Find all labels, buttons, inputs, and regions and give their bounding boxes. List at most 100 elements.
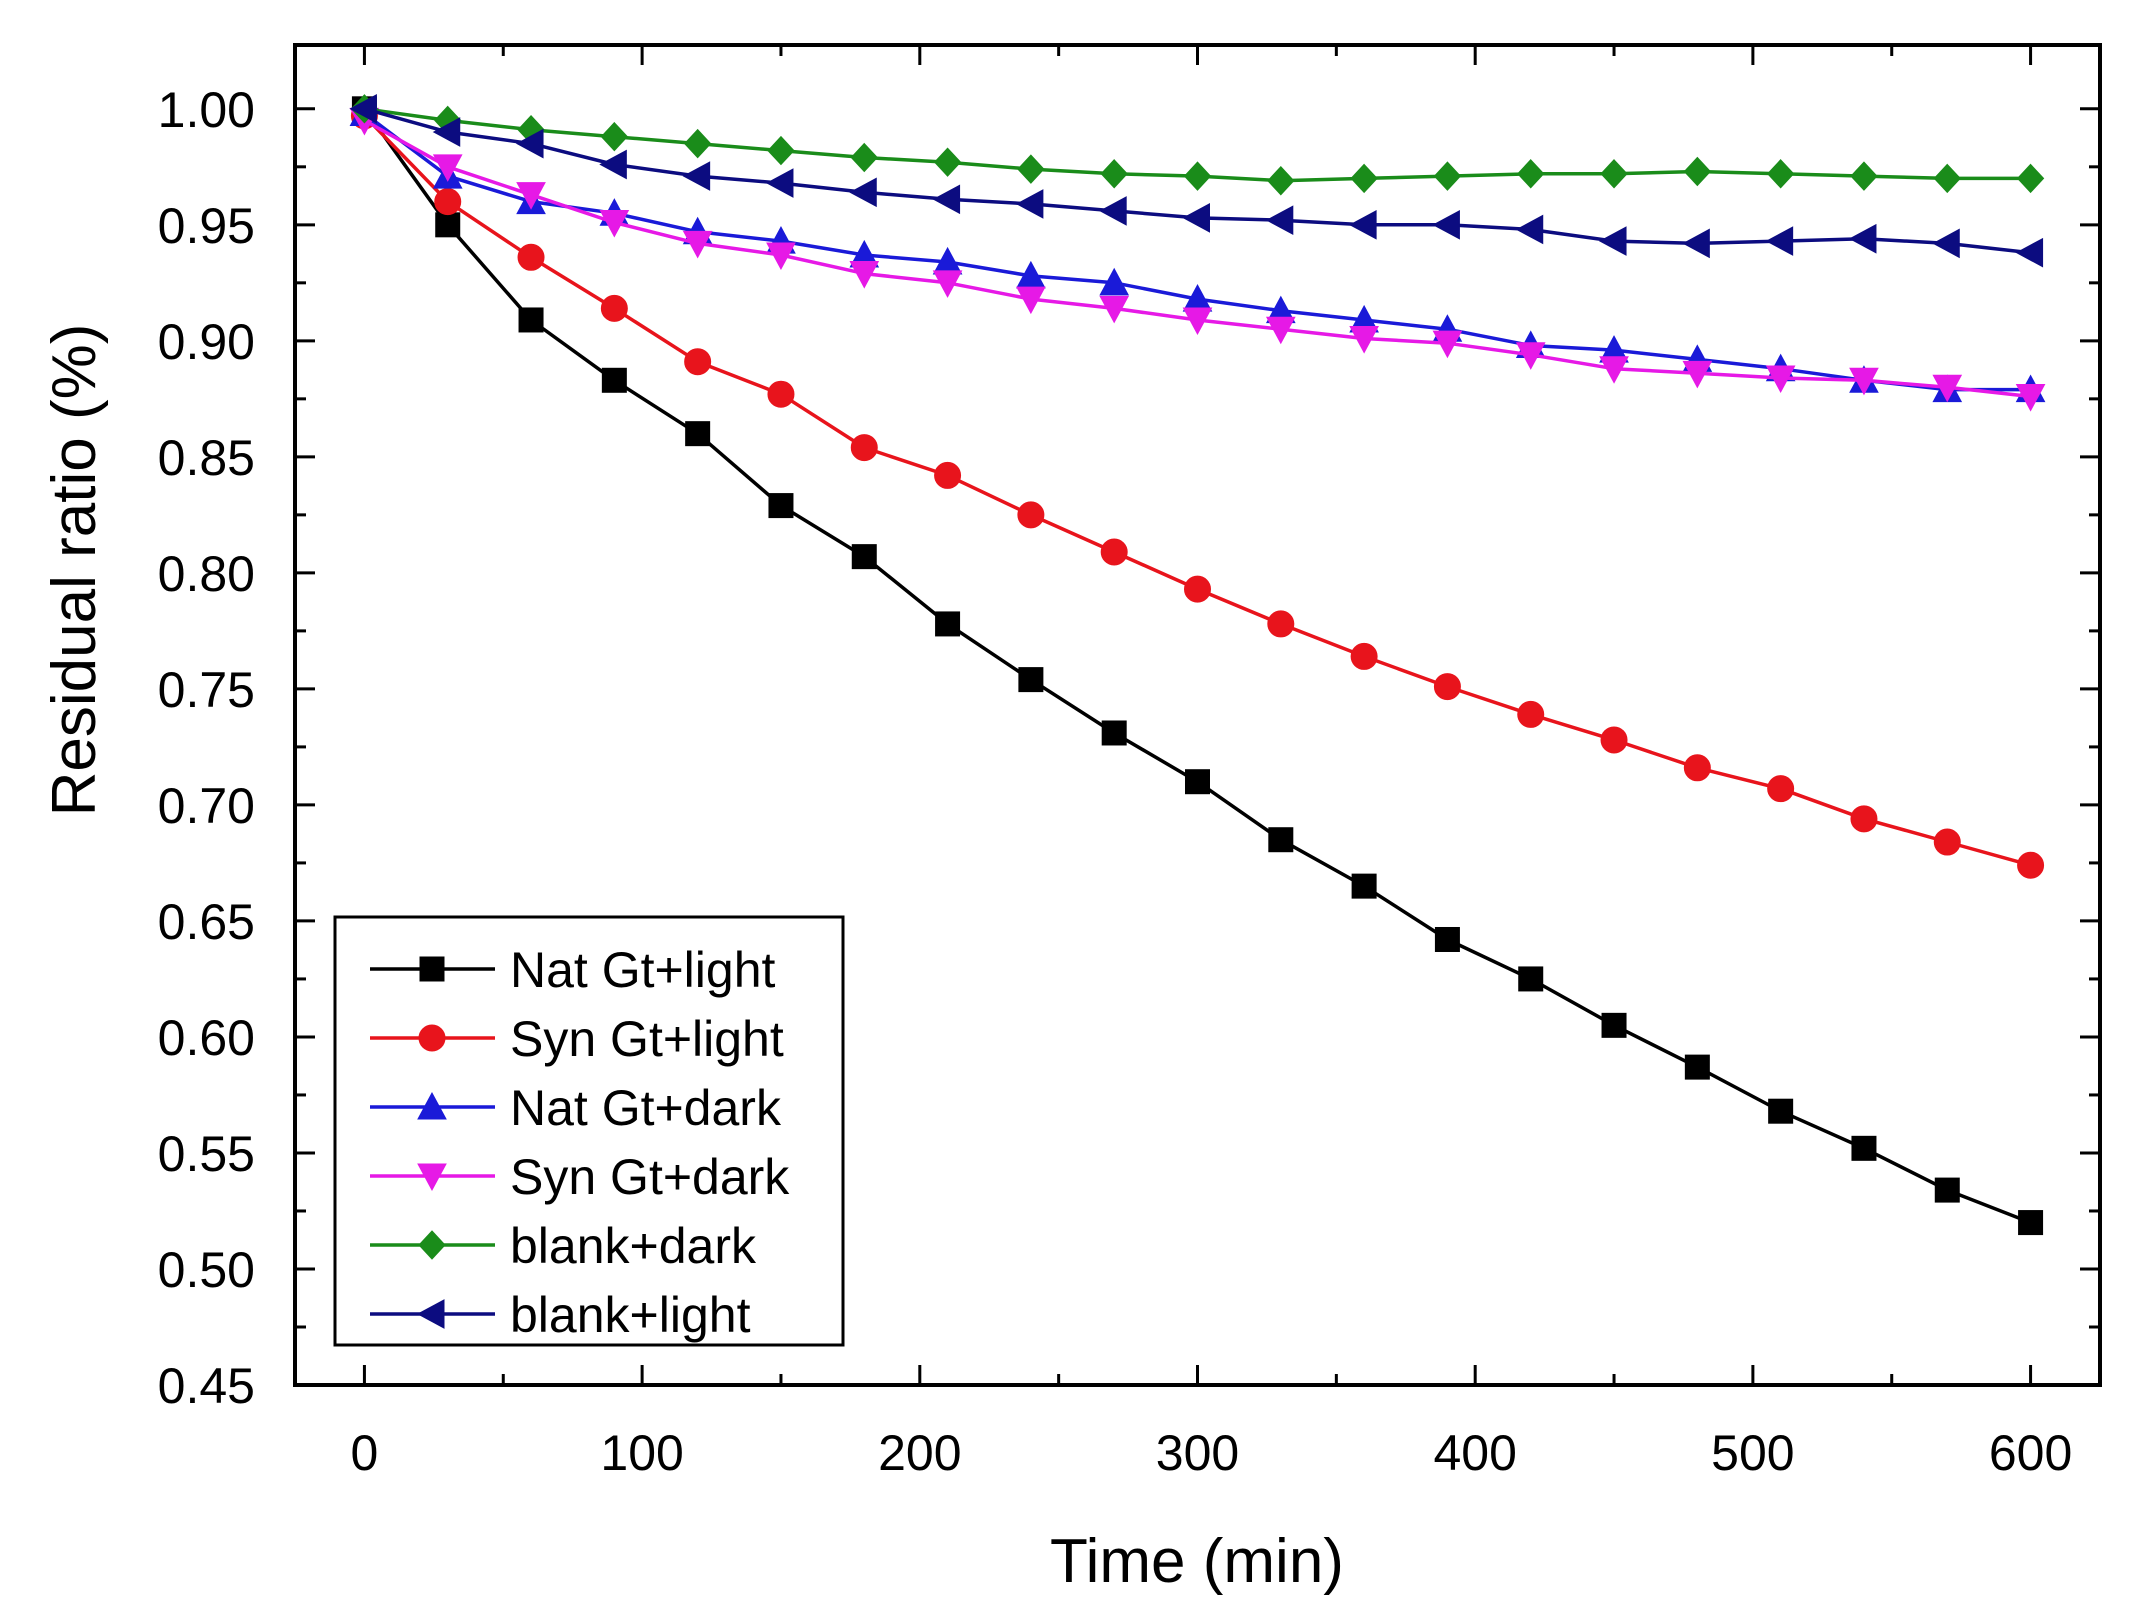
legend-item: Nat Gt+light	[370, 942, 776, 998]
data-point	[2018, 1210, 2044, 1236]
y-tick-label: 0.90	[158, 314, 255, 370]
y-axis-title: Residual ratio (%)	[40, 324, 109, 817]
x-tick-label: 500	[1711, 1425, 1794, 1481]
data-point	[1017, 501, 1045, 529]
data-point	[767, 135, 795, 166]
legend: Nat Gt+light Syn Gt+light Nat Gt+dark Syn G…	[333, 915, 845, 1347]
data-point	[1434, 926, 1460, 952]
data-point	[768, 493, 794, 519]
data-point	[1100, 159, 1128, 189]
data-point	[1851, 1135, 1877, 1161]
data-point	[435, 212, 461, 238]
data-point	[1933, 828, 1961, 856]
data-point	[766, 242, 796, 271]
data-point	[432, 154, 463, 182]
legend-marker	[416, 1299, 445, 1329]
legend-label: blank+dark	[510, 1218, 757, 1274]
data-point	[1015, 189, 1044, 219]
data-point	[515, 128, 544, 159]
data-point	[2015, 384, 2046, 412]
legend-marker	[417, 1163, 447, 1192]
data-point	[1351, 873, 1377, 899]
data-point	[1183, 161, 1212, 191]
data-point	[1267, 610, 1295, 638]
y-tick-label: 0.75	[158, 662, 255, 718]
data-point	[1350, 642, 1378, 670]
legend-item: blank+light	[370, 1287, 751, 1343]
series-syn-gt-dark	[349, 107, 2046, 412]
legend-marker	[418, 1230, 446, 1260]
data-point	[1432, 209, 1460, 240]
data-point	[1182, 203, 1210, 233]
legend-label: Nat Gt+dark	[510, 1080, 782, 1136]
legend-item: Syn Gt+dark	[370, 1149, 790, 1205]
data-point	[682, 230, 713, 259]
plot-frame	[293, 43, 2102, 1387]
legend-marker	[418, 1024, 446, 1052]
x-tick-label: 600	[1989, 1425, 2072, 1481]
series-blank-light	[349, 93, 2044, 268]
data-point	[2017, 851, 2045, 879]
data-point	[1182, 307, 1213, 336]
x-tick-label: 100	[600, 1425, 683, 1481]
axes: 0 100 200 300 400 500 600 0.45 0.50 0.55 0.60 0.65 0…	[158, 45, 2100, 1481]
data-point	[849, 261, 880, 289]
data-point	[932, 184, 961, 215]
data-point	[935, 611, 961, 637]
data-point	[1683, 156, 1712, 187]
data-point	[1265, 316, 1296, 345]
data-point	[432, 117, 461, 147]
data-point	[1518, 966, 1544, 992]
data-point	[599, 149, 627, 180]
data-point	[2016, 163, 2045, 194]
data-point	[767, 380, 795, 408]
data-point	[517, 243, 545, 271]
data-point	[1599, 356, 1629, 384]
legend-item: blank+dark	[370, 1218, 757, 1274]
data-point	[1765, 365, 1796, 394]
y-tick-label: 0.50	[158, 1242, 255, 1298]
data-point	[849, 177, 877, 208]
data-point	[1350, 163, 1378, 194]
legend-label: Syn Gt+light	[510, 1011, 784, 1067]
data-point	[1850, 161, 1878, 191]
data-point	[850, 142, 878, 173]
legend-marker	[417, 1091, 447, 1120]
data-point	[434, 188, 462, 216]
data-point	[518, 307, 544, 333]
data-point	[1601, 1012, 1627, 1038]
data-point	[1349, 209, 1377, 240]
data-point	[1515, 342, 1546, 370]
data-point	[1099, 295, 1130, 324]
y-tick-label: 0.45	[158, 1358, 255, 1414]
x-tick-label: 400	[1433, 1425, 1516, 1481]
data-point	[765, 168, 794, 198]
data-point	[1433, 161, 1462, 191]
data-point	[1765, 226, 1794, 256]
legend-box	[333, 915, 845, 1347]
data-point	[1600, 726, 1628, 754]
data-point	[685, 421, 711, 447]
data-point	[1268, 827, 1294, 853]
series-layer	[349, 93, 2046, 1236]
series-nat-gt-light	[351, 96, 2044, 1236]
data-point	[1934, 1177, 1960, 1203]
y-tick-label: 0.80	[158, 546, 255, 602]
data-point	[1768, 1098, 1794, 1124]
data-point	[1184, 575, 1211, 603]
data-point	[934, 461, 962, 489]
data-point	[600, 121, 629, 152]
data-point	[1433, 673, 1461, 701]
data-point	[1932, 228, 1960, 259]
data-point	[682, 161, 711, 191]
y-tick-label: 0.65	[158, 894, 255, 950]
data-point	[1598, 226, 1627, 256]
legend-marker	[419, 956, 445, 982]
data-point	[1017, 154, 1045, 184]
data-point	[1682, 360, 1713, 389]
x-tick-label: 200	[878, 1425, 961, 1481]
data-point	[1100, 538, 1128, 566]
data-point	[1099, 267, 1130, 296]
data-point	[1517, 700, 1545, 728]
